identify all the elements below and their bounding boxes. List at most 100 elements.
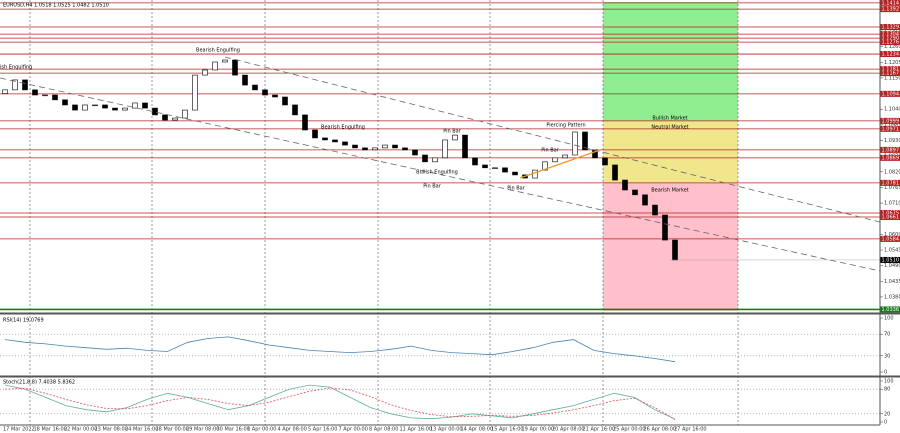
candle-body (492, 167, 498, 169)
candle-body (382, 144, 388, 149)
level-tag (880, 125, 900, 132)
candle-body (122, 107, 128, 111)
annotation: Bullish Engulfing (416, 170, 458, 176)
candle-body (32, 89, 38, 96)
level-tag (880, 117, 900, 124)
candle-body (422, 154, 428, 163)
y-tick-label: 1.0985 (884, 122, 900, 128)
support-tag (880, 306, 900, 313)
candle-body (132, 102, 138, 109)
candle-body (552, 157, 558, 163)
y-tick-label: 100 (884, 316, 894, 322)
candle-body (42, 94, 48, 97)
candle-body (292, 104, 298, 116)
level-label: 1.1276 (882, 40, 900, 46)
indicator-line (4, 387, 676, 420)
candle-body (172, 117, 178, 121)
candle-body (2, 89, 8, 94)
x-tick-label: 23 Mar 08:00 (95, 427, 128, 433)
y-tick-label: 1.0820 (884, 169, 900, 175)
candle-body (142, 102, 148, 109)
x-tick-label: 1 Apr 00:00 (247, 427, 276, 433)
candle-body (392, 144, 398, 149)
x-tick-label: 26 Apr 08:00 (644, 427, 677, 433)
candle-body (302, 114, 308, 131)
level-tag (880, 154, 900, 161)
level-tag (880, 179, 900, 186)
candle-body (642, 194, 648, 206)
candle-body (362, 147, 368, 151)
candle-body (672, 239, 678, 261)
level-tag (880, 66, 900, 73)
candle-body (322, 137, 328, 141)
zone-label: Bearish Market (651, 187, 689, 193)
candle-body (432, 157, 438, 163)
annotation: Bearish Engulfing (321, 125, 365, 131)
candle-body (502, 167, 508, 173)
candle-body (442, 139, 448, 159)
candle-body (192, 74, 198, 111)
zone (603, 2, 738, 121)
candle-body (102, 104, 108, 109)
candle-body (652, 204, 658, 216)
candle-body (472, 157, 478, 166)
candle-body (572, 131, 578, 156)
x-tick-label: 28 Mar 00:00 (156, 427, 189, 433)
x-tick-label: 13 Apr 00:00 (430, 427, 463, 433)
candle-body (542, 161, 548, 171)
level-label: 1.1167 (882, 71, 900, 77)
candle-body (342, 141, 348, 146)
level-tag (880, 235, 900, 242)
x-tick-label: 18 Mar 16:00 (34, 427, 67, 433)
candle-body (232, 59, 238, 76)
y-tick-label: 1.1150 (884, 75, 900, 81)
candle-body (242, 74, 248, 86)
x-tick-label: 25 Apr 00:00 (613, 427, 646, 433)
annotation: Bearish Engulfing (196, 48, 240, 54)
annotation: Pin Bar (541, 148, 560, 154)
level-label: 1.0661 (882, 215, 900, 221)
level-label: 1.0971 (882, 126, 900, 132)
candle-body (662, 214, 668, 241)
level-label: 1.0869 (882, 155, 900, 161)
wedge-line (519, 149, 601, 179)
level-tag (880, 146, 900, 153)
annotation: Piercing Pattern (546, 123, 585, 129)
x-tick-label: 27 Apr 16:00 (674, 427, 707, 433)
candle-body (62, 99, 68, 106)
y-tick-label: 1.0600 (884, 232, 900, 238)
y-tick-label: 0 (884, 420, 887, 426)
x-tick-label: 20 Apr 08:00 (552, 427, 585, 433)
candle-body (92, 104, 98, 107)
level-label: 1.1414 (882, 0, 900, 6)
candle-body (182, 109, 188, 119)
y-tick-label: 80 (884, 387, 890, 393)
level-tag (880, 214, 900, 221)
candle-body (152, 107, 158, 116)
x-tick-label: 17 Mar 2022 (3, 427, 35, 433)
x-tick-label: 15 Apr 16:00 (491, 427, 524, 433)
time-grid (29, 0, 739, 425)
level-label: 1.0584 (882, 236, 900, 242)
indicator-title: Stoch(21,8,8) 7.4038 5.8362 (3, 380, 75, 386)
candle-body (622, 179, 628, 191)
level-label: 1.0897 (882, 147, 900, 153)
x-tick-label: 7 Apr 00:00 (339, 427, 368, 433)
indicator-panels: 100 70 30 0 100 80 20 0 (0, 316, 894, 426)
y-tick-label: 1.1205 (884, 60, 900, 66)
level-label: 1.1304 (882, 32, 900, 38)
level-tag (880, 31, 900, 38)
x-tick-label: 11 Apr 16:00 (400, 427, 433, 433)
indicator-title: RSI(14) 19.0769 (3, 318, 44, 324)
level-label: 1.1329 (882, 25, 900, 31)
candle-body (372, 147, 378, 151)
level-tag (880, 39, 900, 46)
x-tick-label: 8 Apr 08:00 (369, 427, 398, 433)
level-tag (880, 90, 900, 97)
candle-body (352, 144, 358, 149)
candle-body (222, 59, 228, 63)
candle-body (562, 154, 568, 159)
current-price-label: 1.0510 (882, 257, 900, 263)
